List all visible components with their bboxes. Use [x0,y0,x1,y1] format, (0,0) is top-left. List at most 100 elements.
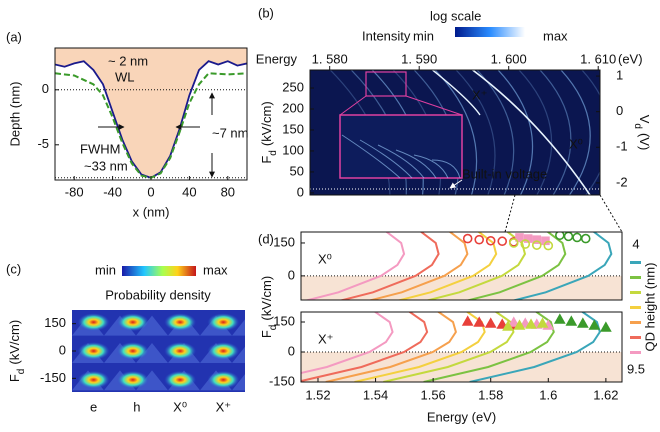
annotation: X⁺ [318,331,334,346]
emission-line [455,70,496,195]
x-tick-label: h [133,399,140,414]
annotation: Built-in voltage [462,166,547,181]
point [525,318,537,329]
line [423,312,555,382]
point [484,317,497,328]
y-tick-label: -150 [269,373,295,388]
point [531,240,542,250]
x-tick-label: -80 [65,184,84,199]
axis-label-main: V [637,115,652,124]
colorbar-min: min [95,262,116,277]
colorbar-scale: log scale [430,8,481,23]
point [588,319,601,330]
line [325,312,457,382]
x-axis-label: x (nm) [133,204,170,219]
line [301,312,429,382]
point [474,234,485,245]
y-tick-label: 1 [616,67,623,82]
density-blob [116,370,149,389]
plot-area [301,232,622,300]
y-tick-label: 200 [282,100,304,115]
axis-label-main: F [7,374,22,382]
inset-line [377,144,425,179]
line [367,232,469,300]
connector [504,194,516,233]
line [301,312,394,375]
x-tick-label: 40 [182,184,196,199]
y-tick-label: 150 [282,121,304,136]
point [507,316,520,327]
panel-a: -80 -40 0 40 80 0 -5 x (nm) Depth (nm) [7,47,248,219]
annotation: WL [115,69,135,84]
inset-connector [339,95,367,116]
density-blob [116,342,149,360]
axis-label-unit: (kV/cm) [259,276,274,321]
density-blob [207,370,240,389]
x-tick-label: 1. 590 [401,51,437,66]
x-tick-label: 80 [221,184,235,199]
point [563,232,574,242]
y-tick-label: -1 [616,139,628,154]
y-tick-label: 0 [616,103,623,118]
inset-line [413,154,449,179]
density-blob [207,313,240,332]
inset-region [365,71,407,97]
colorbar-title: Intensity [362,28,411,43]
potential [232,346,245,363]
colorbar-title: Probability density [105,287,211,302]
y-tick-label: -2 [616,174,628,189]
point [520,239,531,249]
arrow [449,179,463,189]
point [473,316,486,327]
axis-label-sub: d [16,369,27,375]
potential [136,343,168,363]
point [553,313,566,324]
density-blob [77,313,110,332]
y-tick-label: 150 [44,315,66,330]
inset-line [395,149,437,179]
colorbar-max: max [543,28,568,43]
x-axis-unit: (eV) [618,51,643,66]
line [304,232,406,300]
axis-label: Vd (V) [632,115,652,151]
annotation: ~7 nm [212,125,249,140]
emission-line [471,70,591,195]
emission-line [476,70,515,195]
axis-label-main: F [259,330,274,338]
emission-line [497,70,534,195]
panel-label: (d) [258,231,274,246]
axis-label-unit: (kV/cm) [7,320,22,365]
x-tick-label: 1. 600 [491,51,527,66]
x-tick-label: e [90,399,97,414]
point [541,236,550,246]
line [338,232,440,300]
axis-label-main: F [259,156,274,164]
x-tick-label: 1.54 [363,387,388,402]
x-tick-label: X⁺ [216,399,232,414]
annotation: ~ 2 nm [108,53,148,68]
y-tick-label: 0 [288,267,295,282]
emission-line [518,70,553,195]
density-blob [164,313,197,332]
axis-label-sub: d [632,123,643,129]
point [565,315,578,326]
x-axis-label: Energy (eV) [427,409,496,424]
annotation: X⁰ [569,136,583,151]
potential [232,374,245,391]
point [462,233,473,244]
inset-line [359,139,413,179]
y-tick-label: -5 [37,136,49,151]
line [469,312,601,382]
x-tick-label: 1.52 [305,387,330,402]
point [496,318,509,329]
x-tick-label: 1. 580 [312,51,348,66]
plot-area [301,312,622,382]
emission-line [539,70,572,195]
legend-max: 9.5 [627,361,645,376]
potential [232,319,245,336]
inset-line [341,134,401,179]
point [497,236,508,247]
density-blob [164,370,197,389]
point [461,315,474,326]
